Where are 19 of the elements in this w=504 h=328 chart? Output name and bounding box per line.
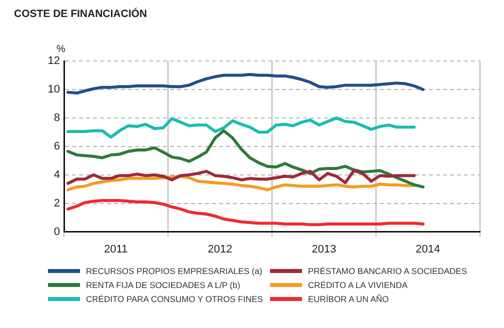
legend-label: CRÉDITO PARA CONSUMO Y OTROS FINES [86, 294, 263, 304]
y-tick-label: 10 [48, 84, 60, 96]
y-axis-title: % [56, 44, 66, 55]
x-tick-label: 2012 [208, 243, 232, 256]
y-tick-label: 6 [54, 140, 60, 152]
legend-label: RECURSOS PROPIOS EMPRESARIALES (a) [86, 266, 262, 276]
y-tick-label: 4 [54, 168, 60, 181]
y-tick-label: 2 [54, 197, 60, 210]
y-tick-label: 8 [54, 112, 60, 124]
y-tick-label: 0 [54, 226, 60, 238]
x-tick-label: 2011 [104, 243, 128, 256]
legend-label: PRÉSTAMO BANCARIO A SOCIEDADES [308, 266, 468, 276]
x-tick-label: 2013 [312, 243, 336, 256]
chart-title: COSTE DE FINANCIACIÓN [14, 8, 148, 22]
x-tick-label: 2014 [416, 243, 440, 256]
legend-label: EURÍBOR A UN AÑO [308, 294, 389, 304]
legend-label: CRÉDITO A LA VIVIENDA [308, 280, 408, 290]
y-tick-label: 12 [48, 55, 60, 68]
legend-label: RENTA FIJA DE SOCIEDADES A L/P (b) [86, 280, 240, 290]
